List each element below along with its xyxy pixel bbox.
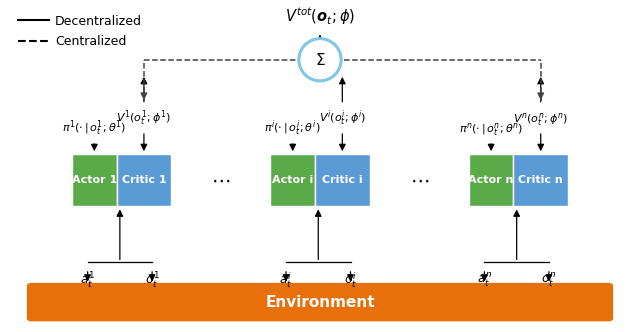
- Text: $\pi^1(\cdot\,|\,o_t^1;\theta^1)$: $\pi^1(\cdot\,|\,o_t^1;\theta^1)$: [62, 118, 127, 138]
- Text: Actor 1: Actor 1: [72, 175, 117, 185]
- FancyBboxPatch shape: [27, 283, 613, 321]
- Text: $\Sigma$: $\Sigma$: [315, 52, 325, 68]
- Text: $V^1(o_t^1;\phi^1)$: $V^1(o_t^1;\phi^1)$: [116, 108, 172, 128]
- Text: $\pi^i(\cdot\,|\,o_t^i;\theta^i)$: $\pi^i(\cdot\,|\,o_t^i;\theta^i)$: [264, 118, 321, 138]
- Text: $a_t^{1}$: $a_t^{1}$: [80, 271, 95, 290]
- FancyBboxPatch shape: [72, 154, 116, 206]
- FancyBboxPatch shape: [270, 154, 315, 206]
- FancyBboxPatch shape: [513, 154, 568, 206]
- Text: Actor i: Actor i: [272, 175, 314, 185]
- Text: $o_t^{n}$: $o_t^{n}$: [541, 272, 557, 289]
- FancyBboxPatch shape: [116, 154, 172, 206]
- Text: $o_t^{i}$: $o_t^{i}$: [344, 271, 357, 290]
- Text: Environment: Environment: [265, 294, 375, 310]
- Legend: Decentralized, Centralized: Decentralized, Centralized: [13, 10, 147, 53]
- Text: $a_t^{n}$: $a_t^{n}$: [477, 272, 492, 289]
- Text: $V^{tot}(\boldsymbol{o}_t;\phi)$: $V^{tot}(\boldsymbol{o}_t;\phi)$: [285, 6, 355, 28]
- Text: $\cdots$: $\cdots$: [410, 171, 429, 190]
- Text: $o_t^{1}$: $o_t^{1}$: [145, 271, 159, 290]
- Text: Actor n: Actor n: [468, 175, 514, 185]
- Text: $a_t^{i}$: $a_t^{i}$: [279, 271, 292, 290]
- Text: Critic i: Critic i: [322, 175, 363, 185]
- Text: $V^n(o_t^n;\phi^n)$: $V^n(o_t^n;\phi^n)$: [513, 111, 568, 128]
- Text: $\cdots$: $\cdots$: [211, 171, 230, 190]
- Text: Critic n: Critic n: [518, 175, 563, 185]
- Text: Critic 1: Critic 1: [122, 175, 166, 185]
- Text: $V^i(o_t^i;\phi^i)$: $V^i(o_t^i;\phi^i)$: [319, 108, 366, 128]
- FancyBboxPatch shape: [315, 154, 370, 206]
- Ellipse shape: [299, 39, 341, 81]
- Text: $\pi^n(\cdot\,|\,o_t^n;\theta^n)$: $\pi^n(\cdot\,|\,o_t^n;\theta^n)$: [459, 121, 524, 138]
- FancyBboxPatch shape: [468, 154, 513, 206]
